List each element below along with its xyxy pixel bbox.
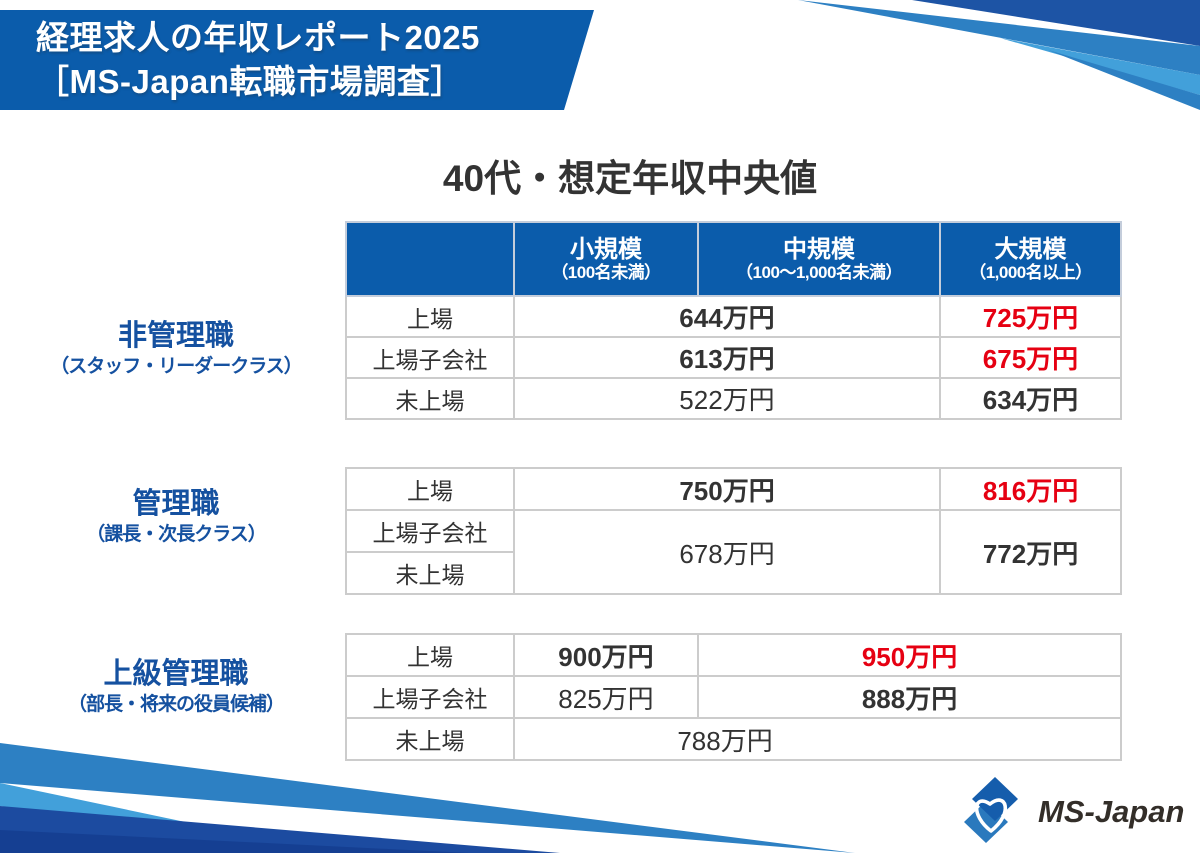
salary-table-non-management: 小規模 （100名未満） 中規模 （100〜1,000名未満） 大規模 （1,0… [345, 221, 1122, 420]
table-row: 上場子会社 825万円 888万円 [345, 675, 1123, 719]
value-listed-small-mid: 750万円 [512, 467, 942, 511]
value-subsidiary-unlisted-small-mid: 678万円 [512, 509, 942, 595]
row-label-listed: 上場 [345, 633, 515, 677]
row-label-unlisted: 未上場 [345, 717, 515, 761]
table-row: 上場 644万円 725万円 [345, 295, 1122, 338]
row-label-listed-subsidiary: 上場子会社 [345, 675, 515, 719]
table-row: 上場 900万円 950万円 [345, 633, 1123, 677]
value-listed-small: 900万円 [513, 633, 699, 677]
group2-subtitle: （課長・次長クラス） [86, 524, 267, 545]
group3-title: 上級管理職 [103, 658, 249, 690]
table-row: 上場 750万円 816万円 [345, 467, 1123, 511]
header-large-company: 大規模 （1,000名以上） [939, 221, 1122, 297]
group1-subtitle: （スタッフ・リーダークラス） [50, 356, 303, 377]
value-listed-small-mid: 644万円 [513, 295, 941, 338]
ms-japan-logo: MS-Japan [952, 772, 1184, 852]
header-mid-sub: （100〜1,000名未満） [736, 262, 902, 282]
row-label-unlisted: 未上場 [345, 377, 515, 420]
group-label-senior-management: 上級管理職 （部長・将来の役員候補） [28, 656, 324, 717]
header-large-sub: （1,000名以上） [969, 262, 1092, 282]
salary-table-management: 上場 750万円 816万円 上場子会社 678万円 772万円 未上場 [345, 467, 1123, 595]
header-mid-company: 中規模 （100〜1,000名未満） [697, 221, 941, 297]
table-row: 未上場 788万円 [345, 717, 1123, 761]
value-unlisted-small-mid: 522万円 [513, 377, 941, 420]
row-label-listed-subsidiary: 上場子会社 [345, 509, 515, 553]
ms-japan-logo-icon [964, 777, 1018, 843]
salary-table-senior-management: 上場 900万円 950万円 上場子会社 825万円 888万円 未上場 788… [345, 633, 1123, 761]
table-row: 上場子会社 678万円 772万円 [345, 509, 1123, 595]
value-listed-large: 725万円 [939, 295, 1122, 338]
group2-title: 管理職 [132, 488, 220, 520]
header-large-label: 大規模 [994, 235, 1067, 263]
value-listed-mid-large: 950万円 [696, 633, 1123, 677]
report-title-line2: ［MS-Japan転職市場調査］ [36, 63, 464, 100]
group-label-non-management: 非管理職 （スタッフ・リーダークラス） [28, 318, 324, 379]
table-row: 未上場 522万円 634万円 [345, 377, 1122, 420]
value-subsidiary-mid-large: 888万円 [696, 675, 1123, 719]
value-listed-large: 816万円 [939, 467, 1123, 511]
report-title-banner: 経理求人の年収レポート2025 ［MS-Japan転職市場調査］ [0, 10, 594, 110]
value-unlisted-all: 788万円 [512, 717, 1123, 761]
header-empty-cell [345, 221, 515, 297]
value-subsidiary-unlisted-large: 772万円 [939, 509, 1123, 595]
header-small-company: 小規模 （100名未満） [513, 221, 699, 297]
value-unlisted-large: 634万円 [939, 377, 1122, 420]
group1-title: 非管理職 [117, 320, 234, 352]
header-small-sub: （100名未満） [551, 262, 661, 282]
report-title-line1: 経理求人の年収レポート2025 [36, 19, 480, 56]
row-label-listed: 上場 [345, 467, 515, 511]
row-label-listed: 上場 [345, 295, 515, 338]
header-mid-label: 中規模 [783, 235, 855, 263]
table-row: 上場子会社 613万円 675万円 [345, 336, 1122, 379]
table-row: 未上場 [345, 551, 1121, 595]
table-header-row: 小規模 （100名未満） 中規模 （100〜1,000名未満） 大規模 （1,0… [345, 221, 1122, 297]
value-subsidiary-small-mid: 613万円 [513, 336, 941, 379]
row-label-listed-subsidiary: 上場子会社 [345, 336, 515, 379]
row-label-unlisted: 未上場 [345, 551, 515, 595]
ms-japan-logo-text: MS-Japan [1038, 794, 1185, 829]
value-subsidiary-large: 675万円 [939, 336, 1122, 379]
value-subsidiary-small: 825万円 [513, 675, 699, 719]
group-label-management: 管理職 （課長・次長クラス） [28, 486, 324, 547]
header-small-label: 小規模 [570, 235, 642, 263]
page-title: 40代・想定年収中央値 [442, 158, 818, 199]
group3-subtitle: （部長・将来の役員候補） [67, 694, 285, 715]
